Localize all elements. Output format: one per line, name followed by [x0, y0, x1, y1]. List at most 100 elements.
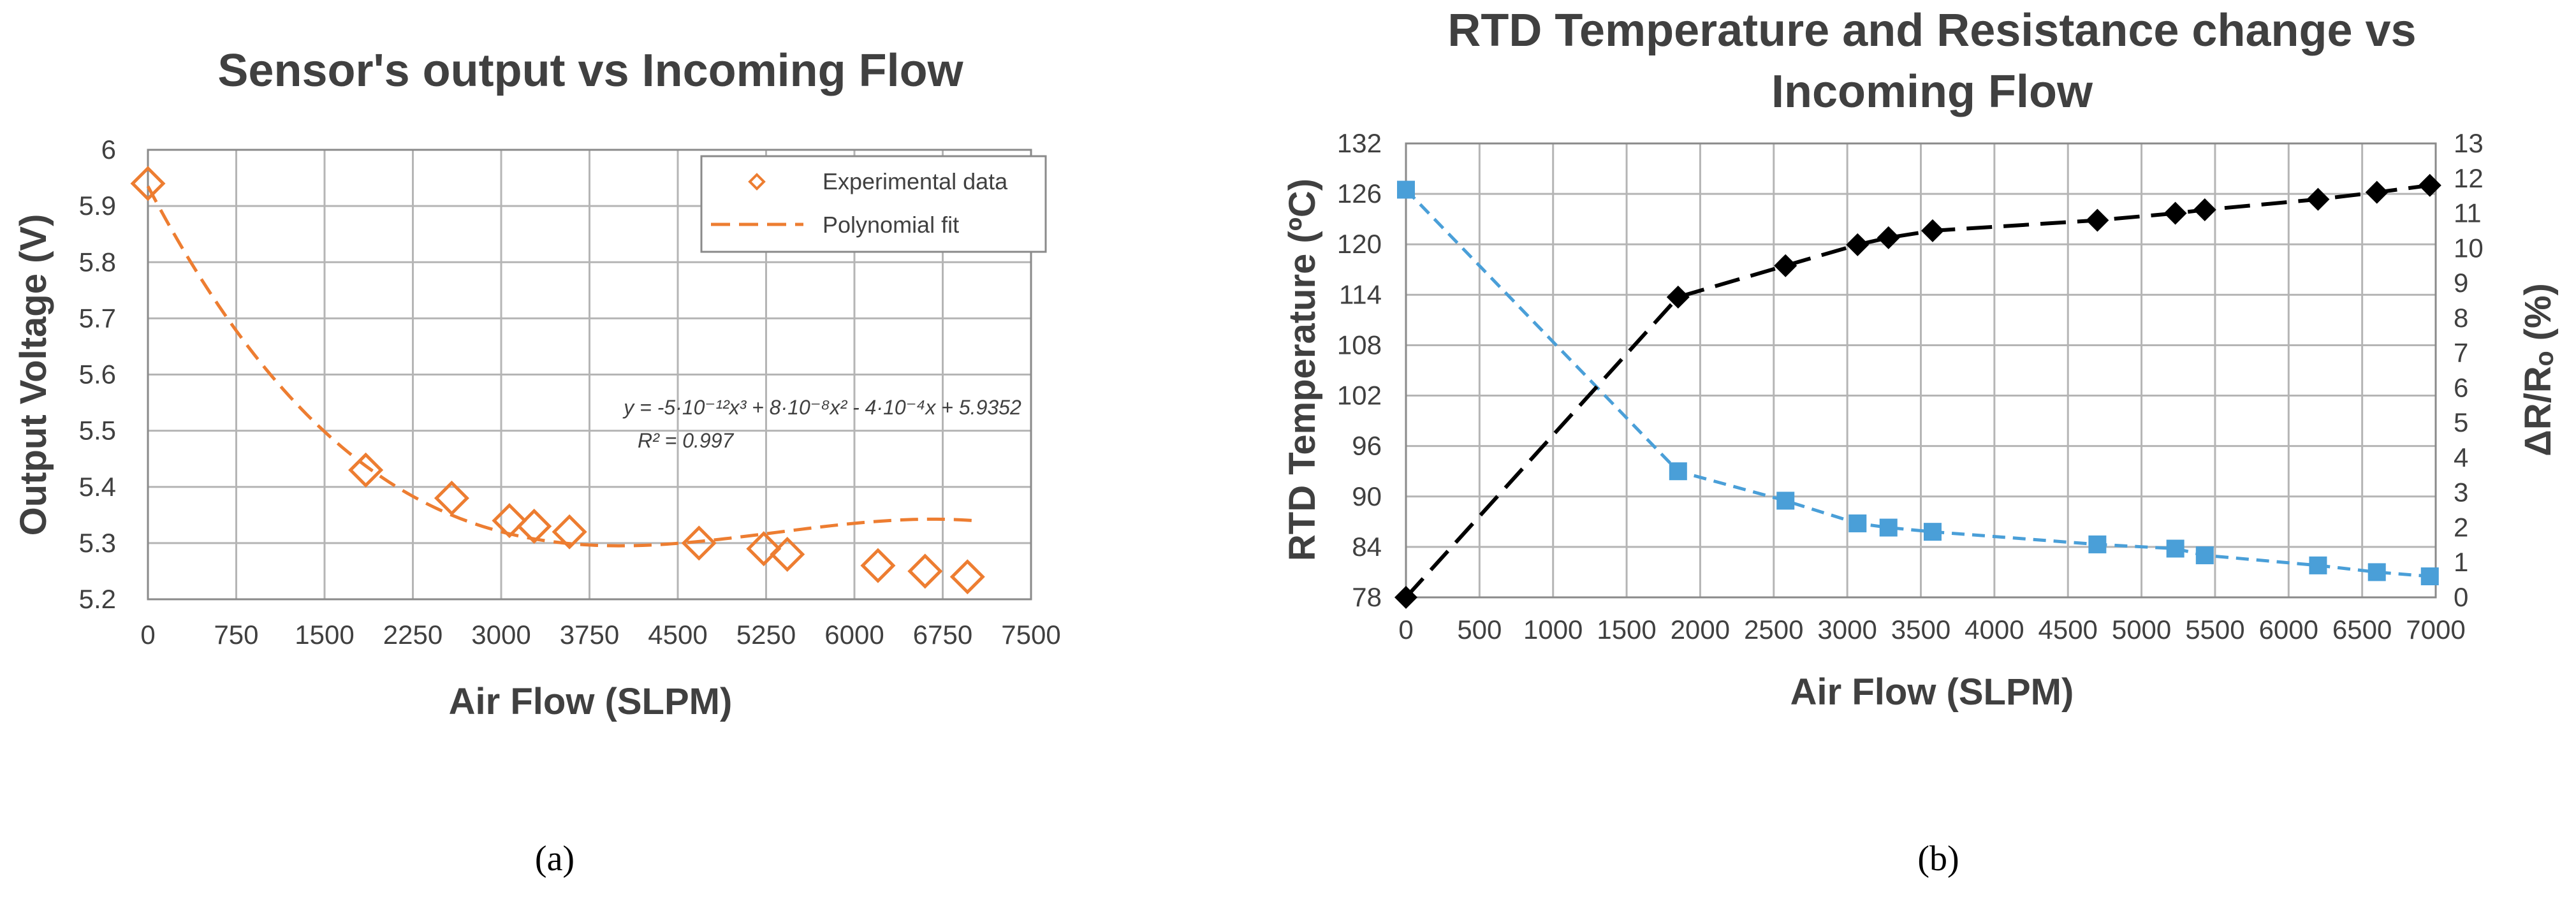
chart-b-x-tick-label: 0	[1398, 615, 1413, 645]
chart-a-y-tick-label: 5.3	[79, 528, 116, 558]
chart-a: Sensor's output vs Incoming Flow 0 750 150…	[13, 45, 1061, 879]
chart-b-x-tick-label: 5000	[2112, 615, 2171, 645]
chart-b-temperature-point	[2166, 539, 2184, 558]
chart-b-title-line-1: RTD Temperature and Resistance change vs	[1447, 5, 2416, 56]
chart-a-data-point	[434, 480, 469, 516]
chart-a-legend-label-experimental: Experimental data	[823, 168, 1008, 194]
chart-a-legend: Experimental data Polynomial fit	[700, 155, 1047, 253]
chart-b-x-tick-label: 2000	[1671, 615, 1730, 645]
chart-a-x-tick-label: 6000	[824, 620, 884, 650]
chart-a-data-point	[746, 531, 782, 567]
chart-b-x-tick-label: 3000	[1817, 615, 1877, 645]
chart-b-resistance-point	[1774, 254, 1797, 277]
chart-a-data-point	[907, 553, 943, 589]
chart-a-data-point	[348, 452, 384, 488]
chart-a-y-tick-label: 5.2	[79, 584, 116, 614]
chart-a-legend-label-fit: Polynomial fit	[823, 212, 959, 238]
chart-b-x-tick-label: 500	[1457, 615, 1502, 645]
chart-b-x-tick-label: 1000	[1523, 615, 1583, 645]
chart-b-x-tick-label: 6500	[2332, 615, 2392, 645]
chart-b-temperature-points	[1397, 180, 2439, 586]
chart-b-left-y-axis-title: RTD Temperature (ºC)	[1282, 179, 1323, 561]
chart-b-x-tick-label: 6000	[2259, 615, 2318, 645]
chart-b-temperature-point	[1879, 518, 1898, 537]
chart-b-resistance-point	[2365, 180, 2389, 204]
chart-b-x-tick-label: 3500	[1891, 615, 1950, 645]
chart-a-data-point	[516, 508, 552, 544]
chart-b-temperature-point	[1848, 514, 1867, 532]
chart-a-y-tick-label: 5.7	[79, 303, 116, 333]
chart-b-temperature-line	[1405, 188, 2430, 578]
chart-a-legend-box	[700, 155, 1047, 253]
chart-a-y-tick-label: 5.5	[79, 416, 116, 446]
chart-b-title-line-2: Incoming Flow	[1771, 66, 2093, 117]
chart-b-resistance-points	[1394, 173, 2441, 609]
chart-b-resistance-point	[2306, 187, 2330, 211]
chart-b-right-y-tick-label: 4	[2454, 442, 2468, 472]
chart-a-y-axis-title: Output Voltage (V)	[13, 214, 54, 536]
chart-b-right-y-tick-label: 1	[2454, 547, 2468, 577]
chart-a-y-tick-label: 5.4	[79, 472, 116, 502]
chart-a-r-squared: R² = 0.997	[638, 429, 735, 452]
chart-b-x-axis-title: Air Flow (SLPM)	[1790, 671, 2074, 713]
chart-a-data-point	[552, 514, 587, 550]
chart-a-data-point	[681, 525, 717, 561]
chart-a-y-tick-label: 6	[101, 135, 116, 164]
chart-a-legend-marker-experimental	[748, 173, 766, 191]
chart-a-y-tick-label: 5.6	[79, 360, 116, 390]
chart-b-caption: (b)	[1917, 839, 1959, 879]
chart-b-resistance-point	[2086, 208, 2109, 232]
chart-b: RTD Temperature and Resistance change vs…	[1282, 5, 2559, 879]
chart-a-equation: y = -5·10⁻¹²x³ + 8·10⁻⁸x² - 4·10⁻⁴x + 5.…	[622, 396, 1021, 419]
chart-b-resistance-point	[1846, 233, 1870, 256]
chart-b-left-y-tick-label: 96	[1352, 431, 1382, 461]
chart-a-title: Sensor's output vs Incoming Flow	[217, 45, 963, 96]
chart-b-resistance-point	[1666, 285, 1690, 309]
chart-b-left-y-tick-label: 108	[1337, 330, 1382, 360]
chart-b-resistance-point	[1394, 586, 1417, 609]
chart-b-resistance-line	[1404, 183, 2431, 599]
chart-b-x-tick-label: 2500	[1744, 615, 1803, 645]
chart-a-x-tick-label: 2250	[383, 620, 443, 650]
chart-b-left-y-ticks: 78 84 90 96 102 108 114 120 126 132	[1337, 128, 1382, 612]
chart-b-right-y-tick-label: 3	[2454, 478, 2468, 507]
chart-b-resistance-point	[2163, 201, 2187, 225]
chart-a-data-point	[770, 536, 805, 572]
chart-b-left-y-tick-label: 126	[1337, 179, 1382, 208]
chart-b-temperature-point	[1397, 180, 1415, 199]
chart-b-resistance-point	[1877, 226, 1900, 249]
chart-b-temperature-point	[1776, 492, 1795, 510]
chart-b-resistance-point	[1921, 219, 1944, 242]
chart-b-right-y-tick-label: 12	[2454, 163, 2484, 193]
chart-a-x-tick-label: 750	[214, 620, 258, 650]
chart-b-right-y-tick-label: 5	[2454, 407, 2468, 437]
chart-a-x-tick-label: 3750	[560, 620, 619, 650]
chart-a-x-tick-label: 7500	[1001, 620, 1060, 650]
chart-b-left-y-tick-label: 132	[1337, 128, 1382, 158]
chart-a-y-tick-label: 5.9	[79, 191, 116, 221]
chart-a-x-axis-title: Air Flow (SLPM)	[449, 681, 733, 722]
chart-a-data-point	[492, 503, 527, 539]
chart-a-y-ticks: 5.2 5.3 5.4 5.5 5.6 5.7 5.8 5.9 6	[79, 135, 116, 614]
chart-b-x-ticks: 0 500 1000 1500 2000 2500 3000 3500 4000 4500 5000…	[1398, 615, 2465, 645]
chart-b-left-y-tick-label: 84	[1352, 532, 1382, 562]
chart-a-legend-diamond	[748, 173, 766, 191]
chart-b-left-y-tick-label: 114	[1339, 279, 1382, 309]
chart-b-x-tick-label: 4000	[1965, 615, 2024, 645]
chart-a-caption: (a)	[535, 839, 574, 879]
chart-b-right-y-tick-label: 9	[2454, 268, 2468, 298]
chart-b-right-y-axis-title: ΔR/Rₒ (%)	[2517, 283, 2559, 456]
chart-b-right-y-tick-label: 10	[2454, 233, 2484, 263]
chart-a-x-tick-label: 4500	[648, 620, 707, 650]
chart-a-x-tick-label: 5250	[736, 620, 796, 650]
chart-a-data-point	[130, 166, 166, 201]
chart-a-x-tick-label: 0	[140, 620, 155, 650]
chart-a-plot-area	[147, 149, 1032, 601]
chart-b-left-y-tick-label: 120	[1337, 229, 1382, 259]
chart-a-data-point	[949, 559, 985, 595]
chart-b-x-tick-label: 5500	[2185, 615, 2244, 645]
chart-a-x-tick-label: 6750	[913, 620, 972, 650]
chart-b-right-y-tick-label: 13	[2454, 128, 2484, 158]
chart-b-temperature-point	[2309, 556, 2327, 574]
